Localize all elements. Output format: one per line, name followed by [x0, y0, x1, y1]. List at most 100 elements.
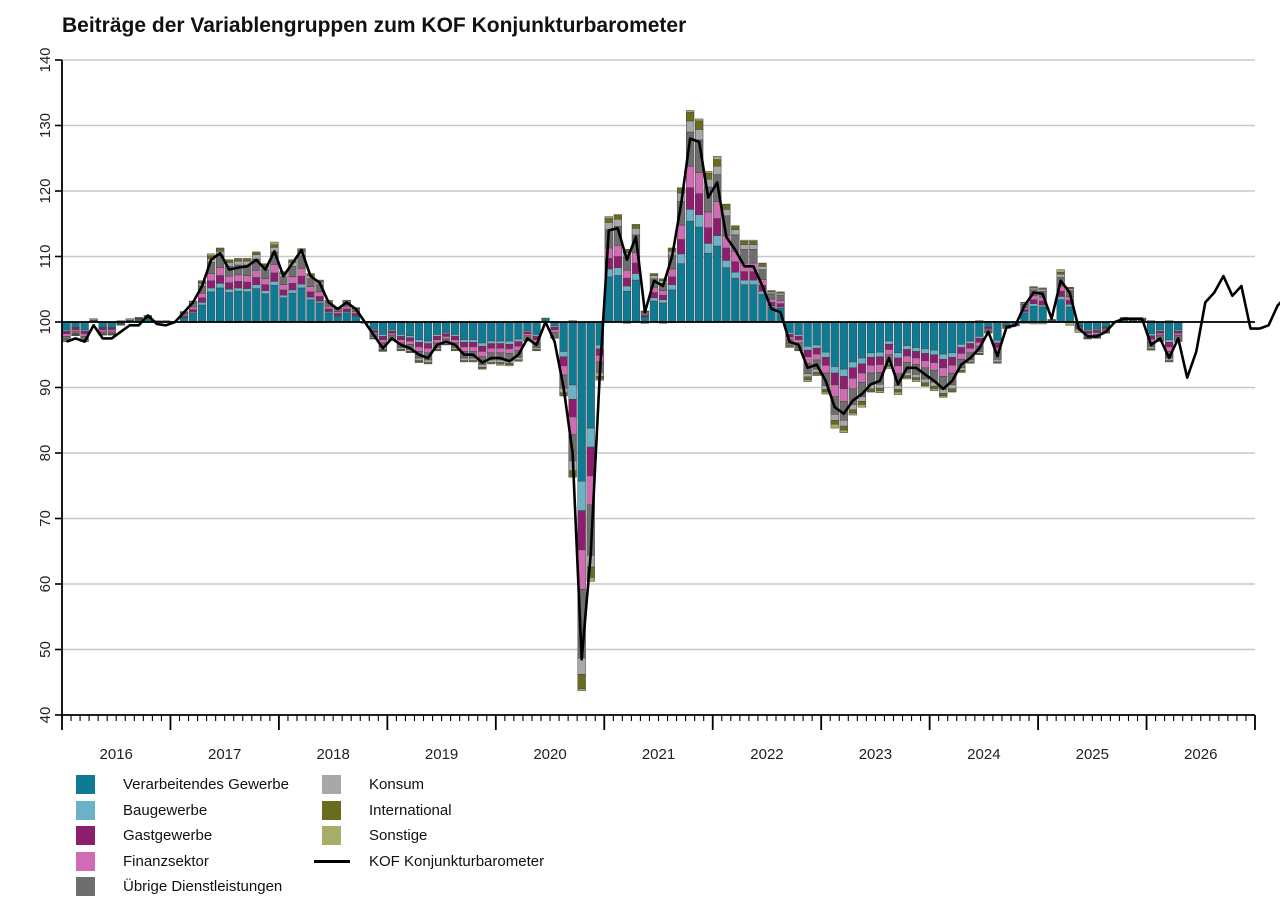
bar-segment — [704, 243, 713, 254]
legend-item: Finanzsektor — [76, 849, 289, 875]
legend-column-1: Verarbeitendes Gewerbe Baugewerbe Gastgewe… — [76, 772, 289, 900]
bar-segment — [930, 349, 939, 356]
bar-segment — [893, 352, 903, 359]
bar-segment — [451, 339, 460, 344]
bar-segment — [261, 284, 270, 291]
bar-segment — [225, 289, 234, 293]
y-tick-label: 60 — [37, 576, 54, 593]
bar-segment — [188, 309, 198, 313]
bar-segment — [324, 312, 333, 323]
bar-segment — [713, 235, 722, 247]
bar-segment — [803, 379, 812, 382]
bar-segment — [704, 252, 713, 323]
bar-segment — [80, 321, 89, 331]
legend-swatch — [76, 851, 95, 871]
bar-segment — [749, 244, 758, 250]
bar-segment — [704, 227, 713, 244]
bar-segment — [432, 336, 442, 340]
legend-label: KOF Konjunkturbarometer — [369, 852, 545, 870]
bar-segment — [234, 258, 243, 262]
bar-segment — [866, 391, 876, 393]
bar-segment — [713, 159, 722, 167]
bar-segment — [1174, 332, 1183, 336]
bar-segment — [794, 321, 803, 335]
bar-segment — [622, 270, 632, 279]
legend-label: Gastgewerbe — [123, 827, 213, 845]
bar-segment — [695, 172, 704, 194]
bar-segment — [324, 308, 333, 312]
bar-segment — [812, 347, 821, 355]
bar-segment — [920, 348, 930, 354]
bar-segment — [902, 375, 912, 378]
bar-segment — [369, 321, 378, 330]
bar-segment — [216, 287, 225, 323]
bar-segment — [857, 372, 866, 383]
bar-segment — [216, 283, 225, 289]
kof-barometer-line — [66, 137, 1280, 661]
bar-segment — [496, 321, 505, 342]
bar-segment — [270, 281, 279, 286]
bar-segment — [649, 300, 659, 323]
bar-segment — [948, 357, 957, 366]
legend-column-2: Konsum International Sonstige KOF Konjunktu… — [314, 772, 545, 875]
bar-segment — [695, 193, 704, 215]
bar-segment — [306, 299, 315, 323]
bar-segment — [197, 304, 207, 323]
legend-item: KOF Konjunkturbarometer — [314, 849, 545, 875]
bar-segment — [234, 290, 243, 323]
bar-segment — [695, 118, 704, 122]
bar-segment — [1029, 306, 1038, 323]
bar-segment — [631, 228, 641, 236]
y-tick-label: 140 — [37, 47, 54, 72]
bar-segment — [613, 267, 622, 276]
bar-segment — [957, 353, 966, 360]
bar-segment — [920, 382, 930, 386]
bar-segment — [767, 293, 776, 300]
bar-segment — [722, 267, 731, 323]
bar-segment — [1056, 299, 1065, 323]
bar-segment — [803, 376, 812, 380]
bar-segment — [948, 391, 957, 393]
bar-segment — [676, 187, 686, 194]
bar-segment — [1092, 330, 1101, 333]
bar-segment — [568, 321, 577, 386]
bar-segment — [496, 347, 505, 354]
bar-segment — [206, 273, 216, 281]
bar-segment — [930, 354, 939, 363]
bar-segment — [830, 420, 839, 425]
bar-segment — [731, 277, 740, 323]
bar-segment — [649, 273, 659, 276]
bar-segment — [378, 334, 387, 337]
bar-segment — [460, 339, 469, 343]
bar-segment — [496, 363, 505, 366]
bar-segment — [496, 343, 505, 349]
bar-segment — [866, 321, 876, 354]
bar-segment — [288, 276, 297, 284]
bar-segment — [270, 272, 279, 282]
bar-segment — [451, 321, 460, 335]
bar-segment — [1165, 342, 1174, 348]
bar-segment — [396, 336, 406, 340]
bar-segment — [875, 390, 885, 393]
bar-segment — [893, 389, 903, 393]
bar-segment — [1056, 273, 1065, 278]
bar-segment — [875, 387, 885, 392]
bar-segment — [288, 289, 297, 294]
bar-segment — [197, 297, 207, 303]
bar-segment — [550, 329, 559, 333]
bar-segment — [812, 353, 821, 361]
bar-segment — [288, 283, 297, 291]
bar-segment — [830, 372, 839, 386]
bar-segment — [667, 284, 677, 291]
bar-segment — [966, 340, 975, 344]
bar-segment — [80, 330, 89, 335]
bar-segment — [469, 342, 478, 348]
bar-segment — [71, 331, 80, 335]
bar-segment — [216, 247, 225, 249]
bar-segment — [315, 302, 324, 323]
bar-segment — [1065, 306, 1074, 323]
bar-segment — [306, 278, 315, 287]
bar-segment — [270, 285, 279, 323]
bar-segment — [875, 321, 885, 353]
